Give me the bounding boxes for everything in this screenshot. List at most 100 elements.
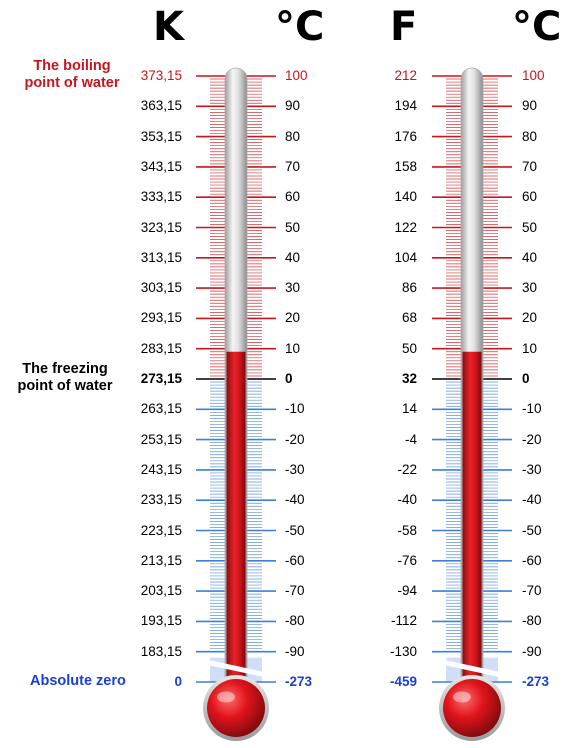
right-celsius-tick-label: 80 [522, 128, 538, 144]
right-outer-tick-label: -76 [397, 552, 417, 568]
left-outer-tick-label: 343,15 [140, 158, 182, 174]
right-celsius-tick-label: -30 [522, 461, 542, 477]
left-outer-tick-label: 273,15 [140, 371, 182, 386]
left-celsius-tick-label: 30 [285, 280, 301, 296]
right-outer-tick-label: 14 [401, 401, 417, 417]
left-celsius-tick-label: 70 [285, 158, 301, 174]
right-outer-tick-label: 194 [394, 98, 417, 114]
freezing-label-line2: point of water [17, 378, 113, 394]
right-outer-tick-label: 122 [394, 219, 417, 235]
fahrenheit-header: F [390, 4, 418, 50]
right-celsius-tick-label: 50 [522, 219, 538, 235]
freezing-point-label: The freezing point of water [2, 361, 128, 395]
left-celsius-tick-label: -40 [285, 492, 305, 508]
left-outer-tick-label: 233,15 [140, 492, 182, 508]
left-outer-tick-label: 263,15 [140, 401, 182, 417]
left-celsius-tick-label: -50 [285, 522, 305, 538]
left-celsius-tick-label: 10 [285, 340, 301, 356]
right-outer-tick-label: 68 [401, 310, 417, 326]
right-outer-tick-label: -130 [389, 643, 417, 659]
right-outer-tick-label: -4 [404, 431, 417, 447]
left-outer-tick-label: 183,15 [140, 643, 182, 659]
right-celsius-tick-label: 100 [522, 68, 545, 83]
left-celsius-tick-label: 80 [285, 128, 301, 144]
left-celsius-tick-label: -70 [285, 583, 305, 599]
right-mercury-column [462, 351, 482, 710]
boiling-label-line2: point of water [24, 75, 120, 91]
left-celsius-tick-label: -30 [285, 461, 305, 477]
left-mercury-column [226, 351, 246, 710]
left-outer-tick-label: 373,15 [140, 68, 182, 83]
absolute-zero-label: Absolute zero [30, 673, 126, 689]
left-outer-tick-label: 293,15 [140, 310, 182, 326]
left-celsius-tick-label: -10 [285, 401, 305, 417]
left-outer-tick-label: 253,15 [140, 431, 182, 447]
left-outer-tick-label: 323,15 [140, 219, 182, 235]
right-outer-tick-label: 158 [394, 158, 417, 174]
left-outer-tick-label: 363,15 [140, 98, 182, 114]
right-celsius-tick-label: 70 [522, 158, 538, 174]
right-celsius-tick-label: 10 [522, 340, 538, 356]
left-outer-absolute-zero: 0 [174, 674, 182, 689]
right-outer-tick-label: 50 [401, 340, 417, 356]
boiling-label-line1: The boiling [33, 58, 111, 74]
right-outer-tick-label: -22 [397, 461, 417, 477]
left-bulb [207, 679, 265, 737]
left-celsius-tick-label: 50 [285, 219, 301, 235]
right-outer-tick-label: -58 [397, 522, 417, 538]
right-bulb [443, 679, 501, 737]
right-celsius-tick-label: 0 [522, 371, 530, 386]
left-celsius-tick-label: 90 [285, 98, 301, 114]
right-celsius-tick-label: 90 [522, 98, 538, 114]
celsius-header-right: °C [512, 4, 562, 50]
left-outer-tick-label: 243,15 [140, 461, 182, 477]
right-bulb-highlight [453, 691, 471, 703]
right-celsius-tick-label: -50 [522, 522, 542, 538]
right-celsius-absolute-zero: -273 [522, 674, 550, 689]
right-celsius-tick-label: -70 [522, 583, 542, 599]
left-outer-tick-label: 333,15 [140, 189, 182, 205]
left-celsius-tick-label: 40 [285, 249, 301, 265]
left-celsius-tick-label: 20 [285, 310, 301, 326]
left-celsius-tick-label: -60 [285, 552, 305, 568]
left-outer-tick-label: 223,15 [140, 522, 182, 538]
left-outer-tick-label: 193,15 [140, 613, 182, 629]
left-outer-tick-label: 213,15 [140, 552, 182, 568]
left-celsius-tick-label: -20 [285, 431, 305, 447]
right-celsius-tick-label: 40 [522, 249, 538, 265]
left-outer-tick-label: 303,15 [140, 280, 182, 296]
right-outer-tick-label: -40 [397, 492, 417, 508]
left-celsius-tick-label: 100 [285, 68, 308, 83]
right-celsius-tick-label: -40 [522, 492, 542, 508]
left-celsius-absolute-zero: -273 [285, 674, 313, 689]
left-celsius-tick-label: -90 [285, 643, 305, 659]
right-celsius-tick-label: 30 [522, 280, 538, 296]
right-outer-tick-label: 212 [394, 68, 417, 83]
right-outer-tick-label: -112 [390, 613, 417, 629]
right-celsius-tick-label: -90 [522, 643, 542, 659]
left-celsius-tick-label: -80 [285, 613, 305, 629]
left-celsius-tick-label: 60 [285, 189, 301, 205]
right-outer-tick-label: 104 [394, 249, 417, 265]
right-outer-absolute-zero: -459 [389, 674, 417, 689]
left-outer-tick-label: 353,15 [140, 128, 182, 144]
left-outer-tick-label: 203,15 [140, 583, 182, 599]
right-celsius-tick-label: -10 [522, 401, 542, 417]
left-celsius-tick-label: 0 [285, 371, 293, 386]
right-celsius-tick-label: 20 [522, 310, 538, 326]
right-scale-break [441, 659, 503, 678]
right-outer-tick-label: 140 [394, 189, 417, 205]
right-celsius-tick-label: -20 [522, 431, 542, 447]
left-outer-tick-label: 313,15 [140, 249, 182, 265]
right-celsius-tick-label: -80 [522, 613, 542, 629]
celsius-header-left: °C [275, 4, 325, 50]
left-bulb-highlight [217, 691, 235, 703]
right-thermometer [432, 67, 512, 741]
freezing-label-line1: The freezing [22, 361, 108, 377]
boiling-point-label: The boiling point of water [14, 58, 130, 92]
right-outer-tick-label: 32 [401, 371, 417, 386]
left-scale-break [205, 659, 267, 678]
right-outer-tick-label: 176 [394, 128, 417, 144]
left-outer-tick-label: 283,15 [140, 340, 182, 356]
